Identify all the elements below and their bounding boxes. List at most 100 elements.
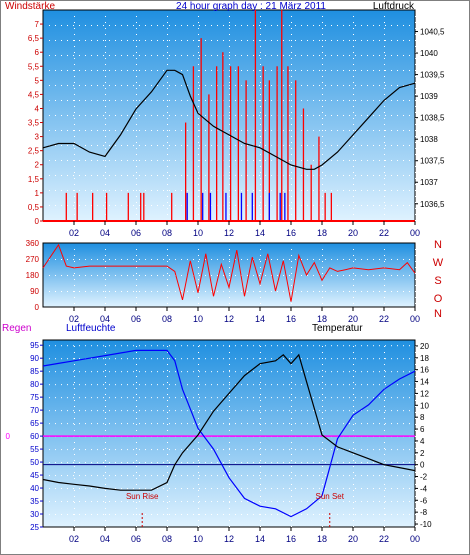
grid-dot — [167, 394, 168, 395]
grid-dot — [367, 160, 368, 161]
grid-dot — [97, 115, 98, 116]
grid-dot — [313, 475, 314, 477]
grid-dot — [391, 291, 392, 292]
grid-dot — [415, 34, 416, 35]
grid-dot — [367, 130, 368, 131]
grid-dot — [259, 501, 260, 503]
grid-dot — [73, 371, 74, 373]
grid-dot — [181, 462, 182, 464]
grid-dot — [301, 115, 302, 116]
grid-dot — [343, 475, 344, 477]
grid-dot — [331, 115, 332, 116]
grid-dot — [322, 448, 323, 449]
grid-dot — [259, 514, 260, 516]
grid-dot — [198, 514, 199, 515]
grid-dot — [289, 384, 290, 386]
grid-dot — [367, 205, 368, 206]
grid-dot — [301, 85, 302, 86]
grid-dot — [127, 475, 128, 477]
grid-dot — [97, 259, 98, 260]
grid-dot — [74, 388, 75, 389]
grid-dot — [322, 358, 323, 359]
grid-dot — [260, 448, 261, 449]
grid-dot — [73, 462, 74, 464]
grid-dot — [331, 358, 332, 360]
grid-dot — [74, 208, 75, 209]
grid-dot — [384, 208, 385, 209]
grid-dot — [105, 502, 106, 503]
grid-dot — [145, 514, 146, 516]
grid-dot — [289, 514, 290, 516]
grid-dot — [353, 64, 354, 65]
wind-bar — [302, 108, 305, 221]
grid-dot — [109, 410, 110, 412]
grid-dot — [283, 449, 284, 451]
grid-dot — [187, 410, 188, 412]
grid-dot — [307, 371, 308, 373]
grid-dot — [379, 70, 380, 71]
grid-dot — [91, 475, 92, 477]
grid-dot — [133, 70, 134, 71]
grid-dot — [367, 462, 368, 464]
grid-dot — [403, 410, 404, 412]
grid-dot — [91, 100, 92, 101]
grid-dot — [322, 442, 323, 443]
grid-dot — [133, 130, 134, 131]
grid-dot — [105, 178, 106, 179]
wind-bar — [295, 80, 297, 221]
grid-dot — [105, 490, 106, 491]
grid-dot — [391, 40, 392, 41]
grid-dot — [235, 488, 236, 490]
grid-dot — [260, 76, 261, 77]
grid-dot — [353, 130, 354, 131]
grid-dot — [163, 205, 164, 206]
grid-dot — [73, 55, 74, 56]
grid-dot — [247, 40, 248, 41]
grid-dot — [211, 100, 212, 101]
grid-dot — [391, 449, 392, 451]
grid-dot — [229, 148, 230, 149]
grid-dot — [353, 297, 354, 298]
grid-dot — [223, 371, 224, 373]
grid-dot — [353, 418, 354, 419]
grid-dot — [55, 160, 56, 161]
grid-dot — [403, 345, 404, 347]
x-tick-label: 12 — [224, 228, 234, 238]
grid-dot — [79, 175, 80, 176]
compass-label: O — [434, 293, 443, 305]
grid-dot — [229, 52, 230, 53]
grid-dot — [198, 184, 199, 185]
grid-dot — [74, 472, 75, 473]
x-tick-label: 22 — [379, 534, 389, 544]
grid-dot — [384, 490, 385, 491]
grid-dot — [151, 423, 152, 425]
wind-bar — [171, 192, 173, 221]
grid-dot — [253, 160, 254, 161]
grid-dot — [391, 130, 392, 131]
grid-dot — [136, 112, 137, 113]
grid-dot — [151, 462, 152, 464]
grid-dot — [247, 384, 248, 386]
grid-dot — [85, 275, 86, 276]
grid-dot — [136, 76, 137, 77]
grid-dot — [79, 275, 80, 276]
grid-dot — [198, 346, 199, 347]
grid-dot — [259, 115, 260, 116]
grid-dot — [379, 40, 380, 41]
grid-dot — [105, 160, 106, 161]
grid-dot — [167, 388, 168, 389]
grid-dot — [105, 526, 106, 527]
grid-dot — [319, 501, 320, 503]
grid-dot — [74, 430, 75, 431]
grid-dot — [361, 115, 362, 116]
grid-dot — [74, 520, 75, 521]
grid-dot — [167, 412, 168, 413]
grid-dot — [169, 100, 170, 101]
grid-dot — [229, 136, 230, 137]
grid-dot — [223, 275, 224, 276]
grid-dot — [391, 55, 392, 56]
grid-dot — [259, 371, 260, 373]
grid-dot — [198, 172, 199, 173]
direction-tick-label: 0 — [35, 303, 40, 312]
grid-dot — [79, 145, 80, 146]
